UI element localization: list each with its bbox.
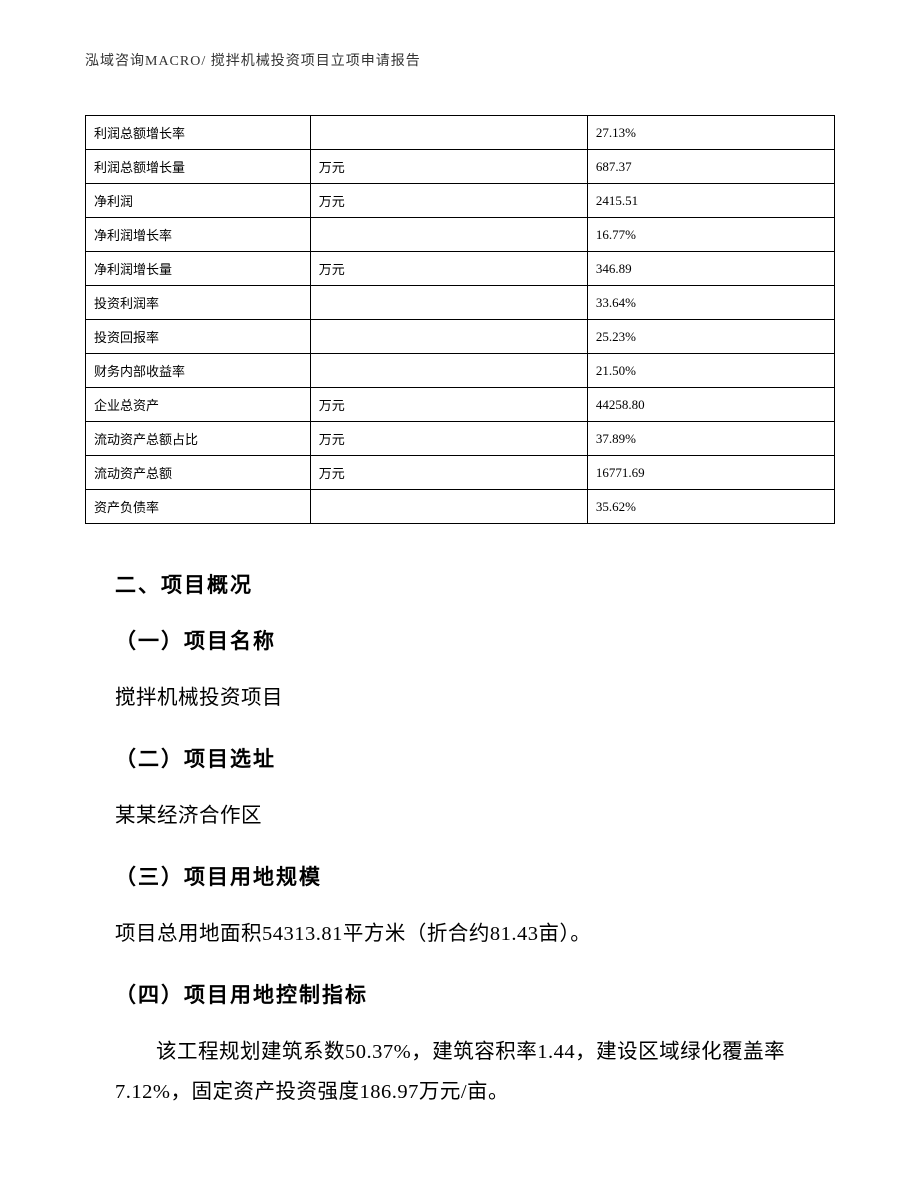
- table-cell-unit: 万元: [310, 456, 587, 490]
- table-cell-unit: 万元: [310, 252, 587, 286]
- table-row: 流动资产总额占比 万元 37.89%: [86, 422, 835, 456]
- table-cell-value: 27.13%: [587, 116, 834, 150]
- table-cell-label: 利润总额增长率: [86, 116, 311, 150]
- table-cell-value: 37.89%: [587, 422, 834, 456]
- table-row: 净利润 万元 2415.51: [86, 184, 835, 218]
- table-row: 资产负债率 35.62%: [86, 490, 835, 524]
- table-cell-label: 资产负债率: [86, 490, 311, 524]
- table-cell-label: 流动资产总额: [86, 456, 311, 490]
- subsection-heading: （一）项目名称: [115, 625, 825, 655]
- table-cell-unit: 万元: [310, 150, 587, 184]
- table-cell-label: 净利润增长量: [86, 252, 311, 286]
- table-cell-unit: [310, 490, 587, 524]
- table-cell-unit: 万元: [310, 184, 587, 218]
- table-cell-unit: 万元: [310, 388, 587, 422]
- subsection-body: 搅拌机械投资项目: [115, 679, 825, 719]
- table-cell-value: 35.62%: [587, 490, 834, 524]
- section-heading: 二、项目概况: [115, 569, 825, 599]
- table-row: 净利润增长率 16.77%: [86, 218, 835, 252]
- table-row: 净利润增长量 万元 346.89: [86, 252, 835, 286]
- table-row: 利润总额增长率 27.13%: [86, 116, 835, 150]
- table-cell-label: 投资利润率: [86, 286, 311, 320]
- content-area: 二、项目概况 （一）项目名称 搅拌机械投资项目 （二）项目选址 某某经济合作区 …: [85, 569, 835, 1113]
- subsection-heading: （二）项目选址: [115, 743, 825, 773]
- subsection-body: 该工程规划建筑系数50.37%，建筑容积率1.44，建设区域绿化覆盖率7.12%…: [115, 1033, 825, 1113]
- table-cell-label: 净利润增长率: [86, 218, 311, 252]
- table-row: 流动资产总额 万元 16771.69: [86, 456, 835, 490]
- table-row: 财务内部收益率 21.50%: [86, 354, 835, 388]
- table-cell-value: 687.37: [587, 150, 834, 184]
- table-cell-unit: 万元: [310, 422, 587, 456]
- table-row: 企业总资产 万元 44258.80: [86, 388, 835, 422]
- table-cell-value: 16.77%: [587, 218, 834, 252]
- financial-table: 利润总额增长率 27.13% 利润总额增长量 万元 687.37 净利润 万元 …: [85, 115, 835, 524]
- table-cell-value: 44258.80: [587, 388, 834, 422]
- table-cell-label: 净利润: [86, 184, 311, 218]
- table-cell-value: 346.89: [587, 252, 834, 286]
- table-cell-label: 利润总额增长量: [86, 150, 311, 184]
- table-cell-unit: [310, 320, 587, 354]
- table-cell-label: 投资回报率: [86, 320, 311, 354]
- page-header: 泓域咨询MACRO/ 搅拌机械投资项目立项申请报告: [85, 50, 835, 70]
- subsection-heading: （三）项目用地规模: [115, 861, 825, 891]
- table-row: 利润总额增长量 万元 687.37: [86, 150, 835, 184]
- table-cell-unit: [310, 286, 587, 320]
- subsection-heading: （四）项目用地控制指标: [115, 979, 825, 1009]
- table-cell-value: 16771.69: [587, 456, 834, 490]
- subsection-body: 项目总用地面积54313.81平方米（折合约81.43亩）。: [115, 915, 825, 955]
- header-text: 泓域咨询MACRO/ 搅拌机械投资项目立项申请报告: [85, 54, 421, 69]
- table-cell-unit: [310, 354, 587, 388]
- table-row: 投资回报率 25.23%: [86, 320, 835, 354]
- page-container: 泓域咨询MACRO/ 搅拌机械投资项目立项申请报告 利润总额增长率 27.13%…: [0, 0, 920, 1187]
- table-row: 投资利润率 33.64%: [86, 286, 835, 320]
- table-cell-label: 企业总资产: [86, 388, 311, 422]
- table-cell-value: 2415.51: [587, 184, 834, 218]
- table-cell-unit: [310, 218, 587, 252]
- subsection-body: 某某经济合作区: [115, 797, 825, 837]
- table-cell-label: 流动资产总额占比: [86, 422, 311, 456]
- table-cell-value: 33.64%: [587, 286, 834, 320]
- table-body: 利润总额增长率 27.13% 利润总额增长量 万元 687.37 净利润 万元 …: [86, 116, 835, 524]
- table-cell-label: 财务内部收益率: [86, 354, 311, 388]
- table-cell-value: 25.23%: [587, 320, 834, 354]
- table-cell-unit: [310, 116, 587, 150]
- table-cell-value: 21.50%: [587, 354, 834, 388]
